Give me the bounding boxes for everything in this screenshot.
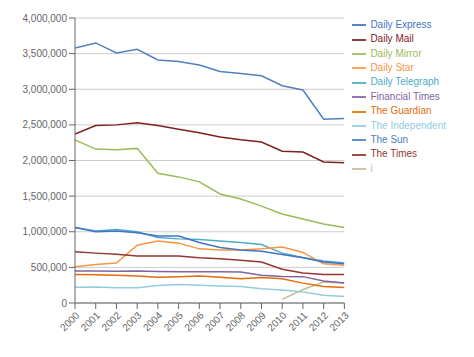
svg-text:1,000,000: 1,000,000 [23, 226, 68, 237]
svg-text:4,000,000: 4,000,000 [23, 13, 68, 24]
html-text:Daily Mail: Daily Mail [370, 33, 414, 45]
html-text:The Independent: The Independent [370, 119, 446, 131]
svg-text:500,000: 500,000 [31, 262, 68, 273]
svg-text:2,500,000: 2,500,000 [23, 119, 68, 130]
svg-text:3,000,000: 3,000,000 [23, 84, 68, 95]
svg-text:2013: 2013 [327, 309, 351, 333]
svg-text:2010: 2010 [265, 309, 289, 333]
html-text:The Guardian: The Guardian [370, 105, 432, 117]
svg-text:2004: 2004 [141, 309, 165, 333]
svg-text:2000: 2000 [58, 309, 82, 333]
html-text:i: i [370, 162, 373, 174]
html-text:Daily Express: Daily Express [370, 19, 432, 30]
svg-text:2008: 2008 [224, 309, 248, 333]
svg-text:0: 0 [61, 298, 67, 309]
svg-text:2002: 2002 [99, 309, 123, 333]
svg-text:2006: 2006 [182, 309, 206, 333]
svg-text:3,500,000: 3,500,000 [23, 48, 68, 59]
svg-text:2009: 2009 [244, 309, 268, 333]
svg-text:2012: 2012 [307, 309, 331, 333]
html-text:Daily Telegraph: Daily Telegraph [370, 76, 440, 88]
svg-text:2007: 2007 [203, 309, 227, 333]
svg-text:2011: 2011 [286, 309, 309, 332]
html-text:Financial Times: Financial Times [370, 90, 440, 102]
html-text:The Times: The Times [370, 148, 418, 160]
svg-text:1,500,000: 1,500,000 [23, 191, 68, 202]
html-text:Daily Star: Daily Star [370, 62, 414, 74]
html-text:The Sun: The Sun [370, 133, 409, 145]
svg-text:2,000,000: 2,000,000 [23, 155, 68, 166]
svg-text:2003: 2003 [120, 309, 144, 333]
html-text:Daily Mirror: Daily Mirror [370, 47, 422, 59]
svg-text:2005: 2005 [162, 309, 186, 333]
svg-text:2001: 2001 [79, 309, 103, 333]
